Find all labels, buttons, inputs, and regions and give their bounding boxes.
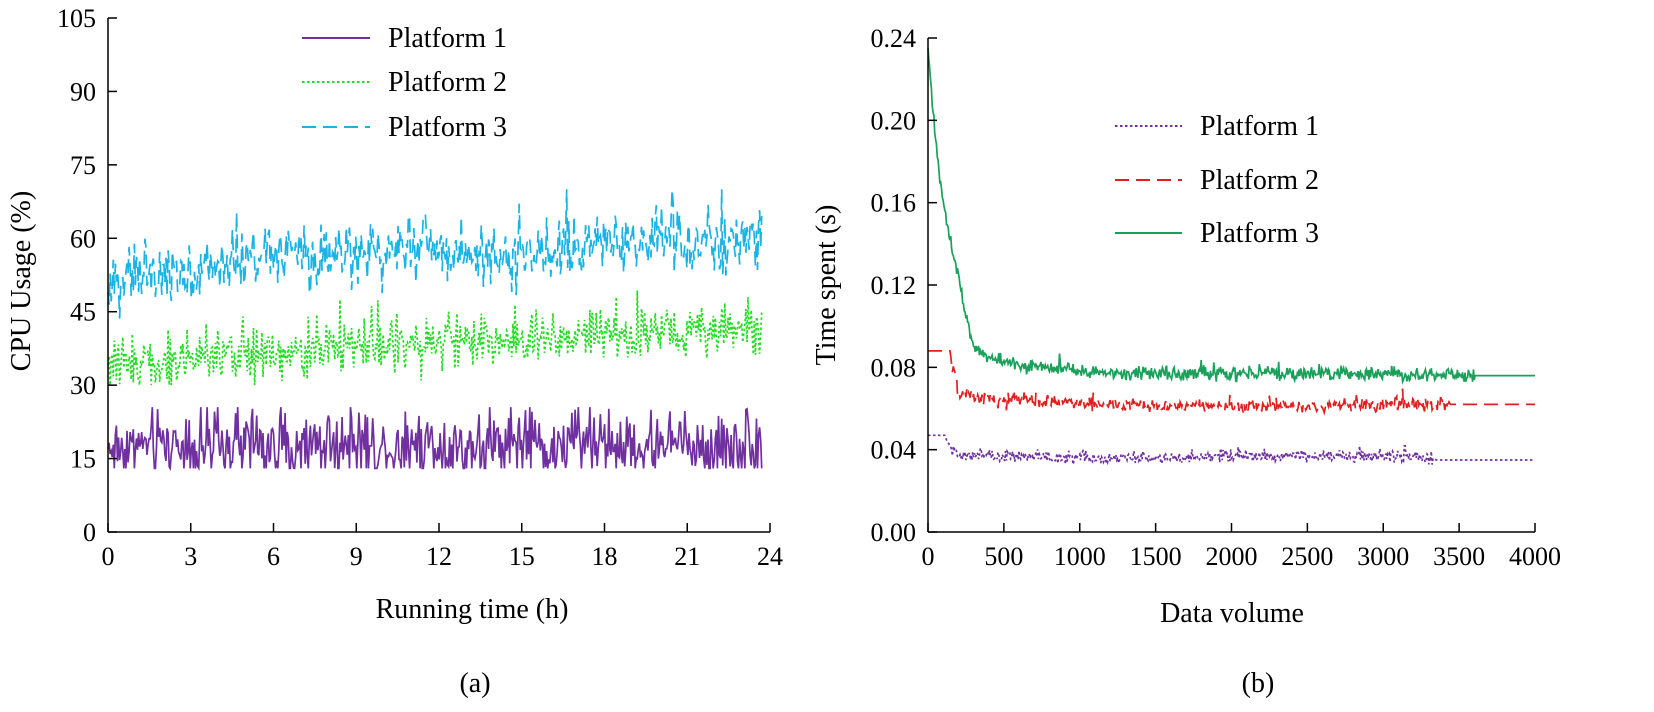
chart-b-legend-label-1: Platform 1 bbox=[1200, 111, 1319, 142]
chart-b-xlabel: Data volume bbox=[1160, 598, 1304, 629]
chart-a-series-platform-1-line bbox=[107, 407, 763, 472]
chart-b-legend-label-2: Platform 2 bbox=[1200, 165, 1319, 196]
chart-a-ylabel: CPU Usage (%) bbox=[6, 191, 37, 371]
chart-a-legend-label-2: Platform 2 bbox=[388, 67, 507, 98]
chart-b-legend: Platform 1 Platform 2 Platform 3 bbox=[1115, 111, 1319, 249]
chart-a-ytick-label-7: 105 bbox=[57, 4, 96, 33]
chart-a-series-platform-2-line bbox=[107, 290, 763, 386]
chart-a-xtick-label-5: 15 bbox=[509, 542, 535, 571]
chart-a-xtick-label-8: 24 bbox=[757, 542, 783, 571]
chart-a-xtick-label-7: 21 bbox=[674, 542, 700, 571]
chart-b-ytick-label-5: 0.20 bbox=[871, 106, 917, 135]
chart-a-series-platform-3-line bbox=[107, 189, 763, 319]
chart-b-xtick-label-8: 4000 bbox=[1509, 542, 1561, 571]
chart-a-caption: (a) bbox=[459, 668, 490, 699]
chart-b-ytick-label-0: 0.00 bbox=[871, 518, 917, 547]
chart-a-xtick-label-3: 9 bbox=[350, 542, 363, 571]
chart-a-ytick-label-1: 15 bbox=[70, 445, 96, 474]
chart-b-ylabel: Time spent (s) bbox=[811, 205, 842, 366]
chart-a-xtick-label-6: 18 bbox=[592, 542, 618, 571]
chart-a-legend: Platform 1 Platform 2 Platform 3 bbox=[302, 23, 507, 143]
chart-b-series-layer bbox=[927, 48, 1535, 467]
chart-b-ytick-label-3: 0.12 bbox=[871, 271, 917, 300]
chart-b-caption: (b) bbox=[1242, 668, 1275, 699]
chart-a-xtick-label-0: 0 bbox=[102, 542, 115, 571]
chart-b-xtick-label-2: 1000 bbox=[1054, 542, 1106, 571]
chart-a-ytick-label-3: 45 bbox=[70, 298, 96, 327]
chart-b-ytick-label-1: 0.04 bbox=[871, 436, 917, 465]
chart-a-xtick-label-2: 6 bbox=[267, 542, 280, 571]
chart-a-legend-label-1: Platform 1 bbox=[388, 23, 507, 54]
chart-a-ytick-label-2: 30 bbox=[70, 371, 96, 400]
chart-a-xtick-label-1: 3 bbox=[184, 542, 197, 571]
chart-b-xtick-label-7: 3500 bbox=[1433, 542, 1485, 571]
chart-a-xtick-label-4: 12 bbox=[426, 542, 452, 571]
chart-a: 0 3 6 9 12 15 18 21 24 0 15 30 45 60 75 90 105 Running t… bbox=[6, 4, 783, 699]
chart-b-series-platform-3-line bbox=[927, 48, 1535, 386]
chart-b-ytick-label-4: 0.16 bbox=[871, 189, 917, 218]
chart-b-series-platform-2-line bbox=[928, 350, 1535, 416]
chart-b-series-platform-1-line bbox=[928, 434, 1535, 467]
chart-b-xtick-label-1: 500 bbox=[984, 542, 1023, 571]
chart-b: 0 500 1000 1500 2000 2500 3000 3500 4000 0.00 0.04… bbox=[811, 24, 1561, 699]
chart-b-xtick-label-4: 2000 bbox=[1206, 542, 1258, 571]
chart-a-ytick-label-4: 60 bbox=[70, 224, 96, 253]
chart-b-ytick-label-2: 0.08 bbox=[871, 353, 917, 382]
chart-b-xtick-label-0: 0 bbox=[922, 542, 935, 571]
chart-b-ticks: 0 500 1000 1500 2000 2500 3000 3500 4000 0.00 0.04… bbox=[871, 24, 1562, 571]
chart-a-legend-label-3: Platform 3 bbox=[388, 112, 507, 143]
chart-b-legend-label-3: Platform 3 bbox=[1200, 218, 1319, 249]
chart-a-ytick-label-0: 0 bbox=[83, 518, 96, 547]
chart-a-xlabel: Running time (h) bbox=[376, 594, 569, 625]
chart-a-ticks: 0 3 6 9 12 15 18 21 24 0 15 30 45 60 75 90 105 bbox=[57, 4, 783, 571]
chart-a-series-layer bbox=[107, 189, 763, 472]
chart-b-xtick-label-6: 3000 bbox=[1357, 542, 1409, 571]
chart-a-ytick-label-5: 75 bbox=[70, 151, 96, 180]
chart-a-ytick-label-6: 90 bbox=[70, 77, 96, 106]
chart-b-ytick-label-6: 0.24 bbox=[871, 24, 917, 53]
chart-b-xtick-label-3: 1500 bbox=[1130, 542, 1182, 571]
chart-b-xtick-label-5: 2500 bbox=[1281, 542, 1333, 571]
